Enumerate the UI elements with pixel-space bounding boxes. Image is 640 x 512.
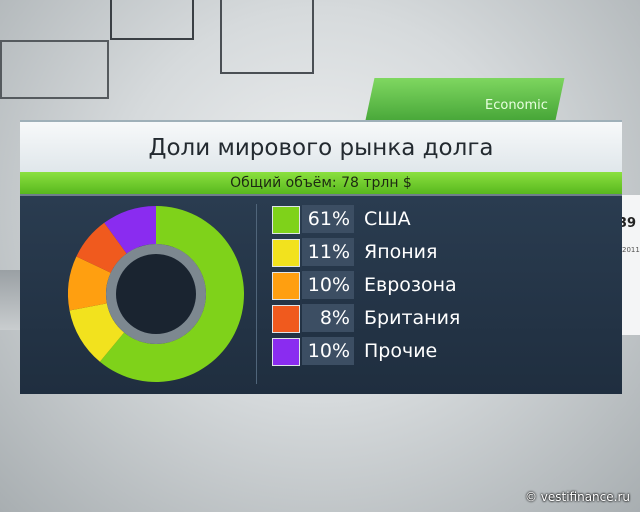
legend-percent: 11% bbox=[302, 238, 354, 266]
legend-label: США bbox=[364, 208, 411, 230]
chart-card: Доли мирового рынка долга Общий объём: 7… bbox=[20, 120, 622, 394]
legend-swatch bbox=[272, 206, 300, 234]
legend-item: 10% Еврозона bbox=[272, 270, 602, 300]
donut-hole bbox=[116, 254, 196, 334]
side-panel-number: 39 bbox=[618, 216, 637, 231]
chart-panel: 61% США 11% Япония 10% Еврозона 8% Британия 10% П… bbox=[20, 194, 622, 394]
legend-percent: 61% bbox=[302, 205, 354, 233]
source-credit: © vestifinance.ru bbox=[524, 490, 630, 504]
background-frame bbox=[220, 0, 314, 74]
legend-label: Британия bbox=[364, 307, 461, 329]
legend-item: 10% Прочие bbox=[272, 336, 602, 366]
donut-chart bbox=[68, 206, 245, 382]
donut-slice-1 bbox=[69, 303, 125, 362]
legend-item: 11% Япония bbox=[272, 237, 602, 267]
legend-item: 8% Британия bbox=[272, 303, 602, 333]
legend-label: Прочие bbox=[364, 340, 438, 362]
donut-slice-4 bbox=[104, 206, 156, 254]
background-left-panel bbox=[0, 270, 20, 330]
donut-slice-2 bbox=[68, 256, 111, 311]
background-frame bbox=[0, 40, 109, 99]
legend-label: Япония bbox=[364, 241, 438, 263]
legend-item: 61% США bbox=[272, 204, 602, 234]
legend-swatch bbox=[272, 305, 300, 333]
donut-slice-3 bbox=[76, 222, 127, 273]
legend-percent: 10% bbox=[302, 337, 354, 365]
legend-percent: 8% bbox=[302, 304, 354, 332]
chart-subtitle: Общий объём: 78 трлн $ bbox=[20, 172, 622, 194]
legend-swatch bbox=[272, 272, 300, 300]
background-label: Economic bbox=[485, 98, 548, 113]
donut-slice-0 bbox=[99, 206, 245, 382]
legend-swatch bbox=[272, 239, 300, 267]
background-frame bbox=[110, 0, 194, 40]
legend-percent: 10% bbox=[302, 271, 354, 299]
legend-label: Еврозона bbox=[364, 274, 457, 296]
legend-swatch bbox=[272, 338, 300, 366]
side-panel-year: 2011 bbox=[622, 246, 640, 254]
panel-divider bbox=[256, 204, 257, 384]
chart-title: Доли мирового рынка долга bbox=[20, 120, 622, 174]
